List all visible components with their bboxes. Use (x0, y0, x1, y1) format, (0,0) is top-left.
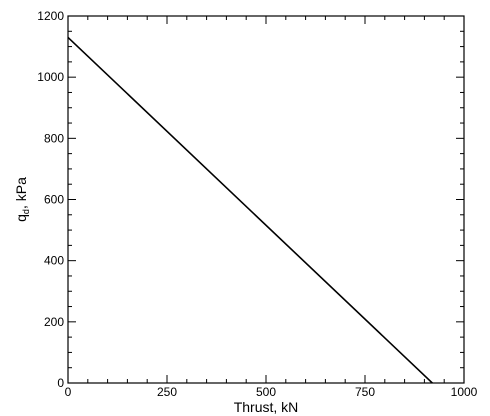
x-tick-label: 1000 (451, 385, 478, 399)
y-tick-label: 1200 (37, 9, 64, 23)
y-axis-title-main: q (13, 214, 29, 222)
y-axis-title: qd, kPa (13, 177, 31, 222)
y-tick-label: 1000 (37, 70, 64, 84)
y-tick-label: 600 (44, 193, 64, 207)
y-axis-title-subscript: d (21, 209, 31, 214)
series-line (67, 36, 433, 384)
x-tick-label: 750 (355, 385, 375, 399)
x-tick-label: 0 (65, 385, 72, 399)
x-tick-label: 500 (256, 385, 276, 399)
y-tick-label: 0 (57, 376, 64, 390)
y-axis-title-rest: , kPa (13, 177, 29, 209)
tick-labels: 0 250 500 750 1000 0 200 400 600 800 1000 1200 (37, 9, 477, 399)
y-tick-label: 200 (44, 315, 64, 329)
tick-marks (67, 15, 465, 384)
y-tick-label: 400 (44, 254, 64, 268)
plot-frame (67, 15, 465, 384)
x-tick-label: 250 (157, 385, 177, 399)
x-axis-title: Thrust, kN (234, 399, 299, 415)
y-tick-label: 800 (44, 131, 64, 145)
